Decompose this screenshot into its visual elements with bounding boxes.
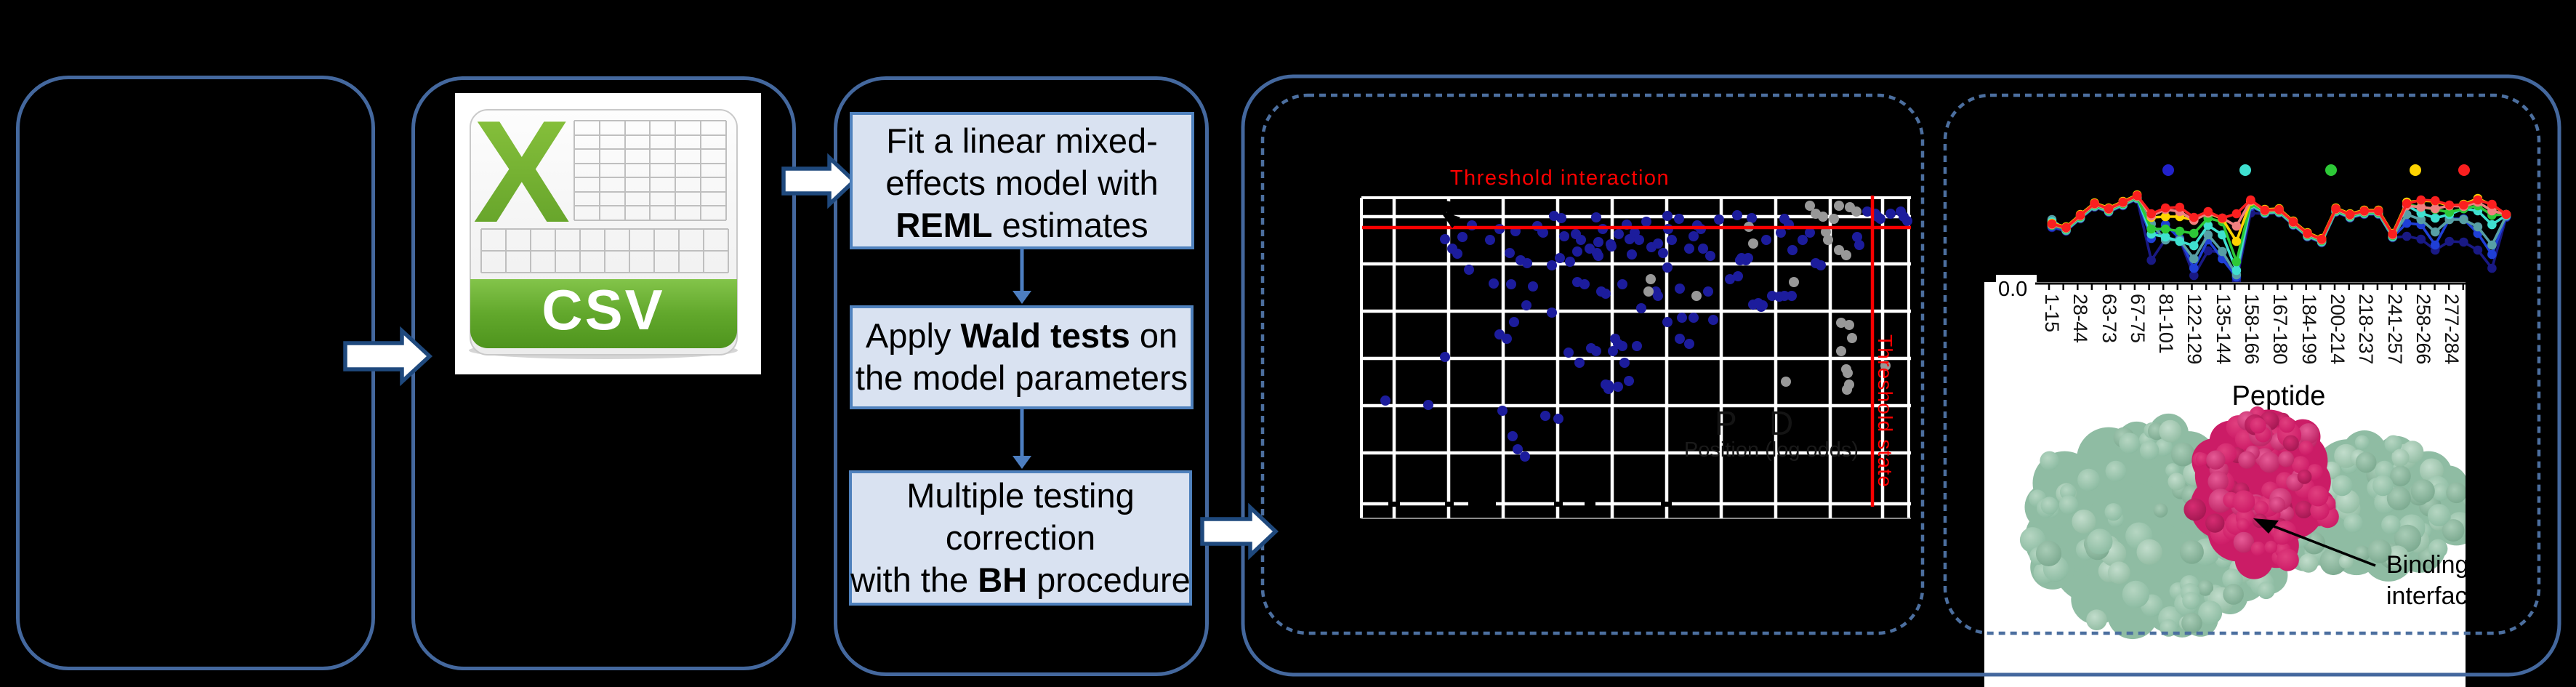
svg-text:Position (log odds): Position (log odds) — [1684, 438, 1859, 462]
svg-text:Peptide: Peptide — [2232, 381, 2326, 411]
svg-text:184-199: 184-199 — [2298, 294, 2320, 364]
svg-text:63-73: 63-73 — [2098, 294, 2120, 343]
svg-text:Binding: Binding — [2386, 551, 2468, 579]
svg-text:67-75: 67-75 — [2127, 294, 2149, 343]
svg-text:X: X — [473, 91, 570, 253]
svg-text:interface: interface — [2386, 582, 2481, 610]
svg-text:218-237: 218-237 — [2355, 294, 2377, 364]
svg-text:Threshold state: Threshold state — [1874, 334, 1896, 488]
svg-text:135-144: 135-144 — [2213, 294, 2234, 364]
svg-text:122-129: 122-129 — [2183, 294, 2205, 364]
svg-text:CSV: CSV — [542, 278, 664, 342]
svg-text:Threshold interaction: Threshold interaction — [1450, 166, 1670, 190]
svg-text:241-257: 241-257 — [2384, 294, 2406, 364]
svg-text:158-166: 158-166 — [2241, 294, 2263, 364]
svg-text:258-266: 258-266 — [2412, 294, 2434, 364]
svg-text:277-284: 277-284 — [2441, 294, 2463, 364]
svg-text:81-101: 81-101 — [2155, 294, 2177, 353]
svg-text:28-44: 28-44 — [2069, 294, 2091, 343]
svg-text:D: D — [1769, 404, 1793, 442]
svg-text:1-15: 1-15 — [2041, 294, 2063, 332]
svg-text:P: P — [1715, 404, 1737, 442]
svg-text:200-214: 200-214 — [2327, 294, 2348, 364]
svg-text:0.0: 0.0 — [1998, 278, 2027, 301]
svg-text:167-180: 167-180 — [2269, 294, 2291, 364]
